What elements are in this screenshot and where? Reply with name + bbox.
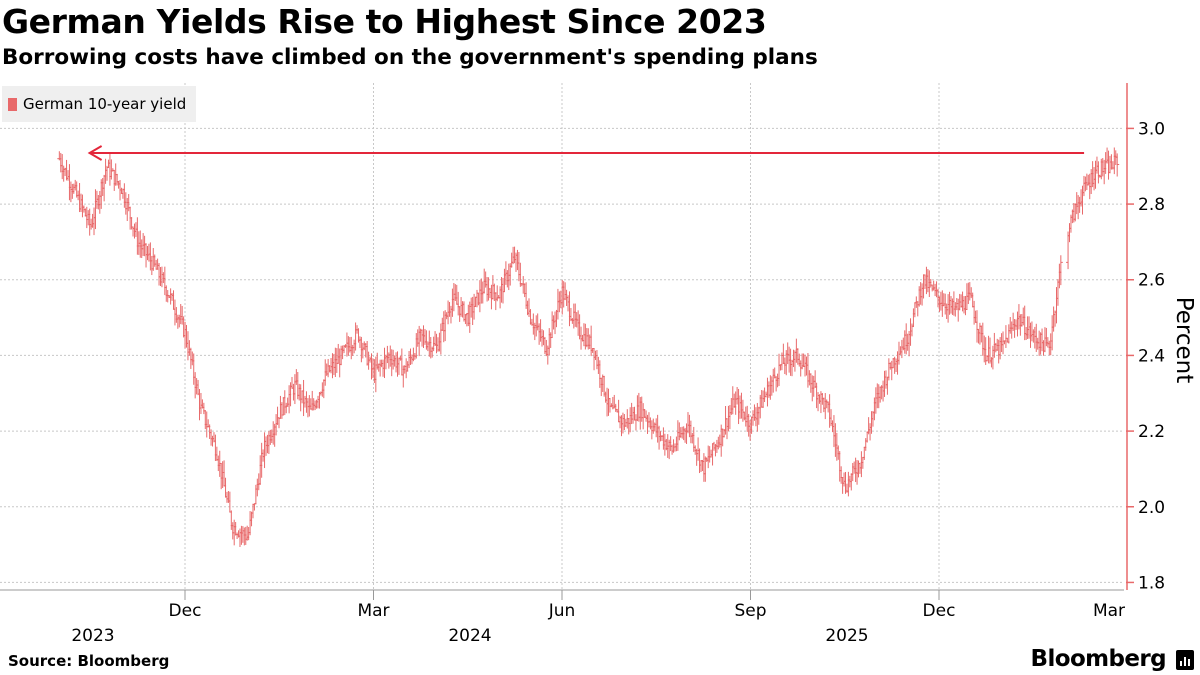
y-tick-label: 2.2 — [1138, 422, 1165, 442]
chart-subtitle: Borrowing costs have climbed on the gove… — [2, 45, 818, 70]
y-tick-label: 2.4 — [1138, 346, 1165, 366]
arrow-head — [87, 145, 103, 161]
x-tick-label: Dec — [169, 601, 202, 621]
x-tick-label: Dec — [923, 601, 956, 621]
y-tick-label: 2.8 — [1138, 195, 1165, 215]
bloomberg-logo: Bloomberg — [1030, 646, 1167, 672]
y-tick-label: 2.6 — [1138, 271, 1165, 291]
y-tick-label: 1.8 — [1138, 573, 1165, 593]
legend-swatch — [8, 97, 17, 111]
x-year-label: 2023 — [71, 626, 114, 646]
price-bars — [57, 147, 1120, 547]
x-tick-label: Mar — [1093, 601, 1125, 621]
x-year-label: 2025 — [825, 626, 868, 646]
y-axis-label: Percent — [1171, 297, 1197, 384]
axes: 1.8 2.0 2.2 2.4 2.6 2.8 3.0 Dec 2023 Mar Jun 2024 Se… — [0, 83, 1165, 646]
x-tick-label: Mar — [357, 601, 389, 621]
chart-title: German Yields Rise to Highest Since 2023 — [2, 2, 767, 41]
x-year-label: 2024 — [448, 626, 491, 646]
x-tick-label: Jun — [548, 601, 576, 621]
legend: German 10-year yield — [2, 86, 197, 122]
terminal-icon — [1176, 650, 1194, 670]
x-tick-label: Sep — [734, 601, 766, 621]
y-tick-label: 3.0 — [1138, 119, 1165, 139]
gridlines — [0, 83, 1124, 590]
annotations — [87, 145, 1085, 161]
y-tick-label: 2.0 — [1138, 498, 1165, 518]
legend-label: German 10-year yield — [23, 95, 187, 113]
source-note: Source: Bloomberg — [8, 652, 170, 670]
